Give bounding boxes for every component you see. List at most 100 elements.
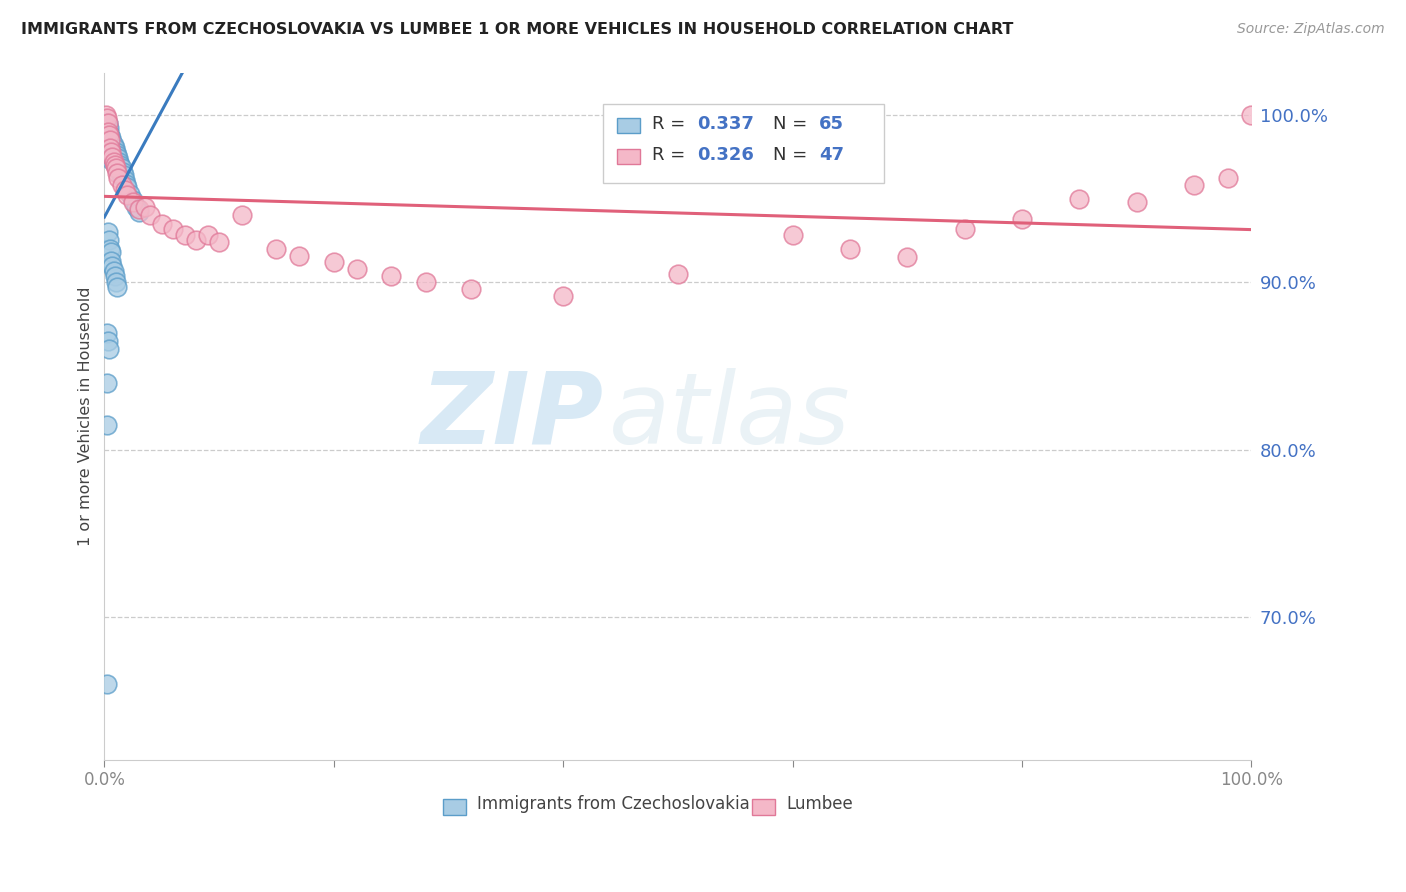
Point	[98, 133, 121, 147]
Point	[134, 200, 156, 214]
Point	[107, 152, 129, 166]
Point	[96, 417, 118, 432]
Point	[97, 133, 120, 147]
Point	[197, 228, 219, 243]
Point	[98, 343, 121, 357]
Point	[110, 166, 132, 180]
Point	[839, 242, 862, 256]
Point	[110, 158, 132, 172]
Point	[266, 242, 288, 256]
Point	[103, 145, 125, 159]
Point	[98, 121, 121, 136]
Point	[97, 116, 120, 130]
Point	[107, 171, 129, 186]
Point	[104, 145, 127, 159]
Point	[128, 205, 150, 219]
Point	[96, 112, 118, 126]
Point	[100, 153, 122, 167]
Point	[1240, 108, 1263, 122]
Point	[288, 248, 311, 262]
Bar	[617, 148, 640, 163]
Point	[104, 268, 127, 283]
Text: 0.337: 0.337	[697, 115, 754, 134]
Point	[100, 145, 122, 159]
Point	[96, 376, 118, 390]
Point	[111, 165, 134, 179]
Text: 65: 65	[818, 115, 844, 134]
Point	[108, 154, 131, 169]
Point	[105, 154, 128, 169]
Bar	[617, 118, 640, 133]
Point	[98, 234, 121, 248]
Bar	[752, 799, 775, 814]
Point	[96, 133, 118, 147]
Point	[94, 108, 117, 122]
Point	[115, 177, 138, 191]
Point	[105, 166, 128, 180]
Point	[98, 242, 121, 256]
Point	[98, 138, 121, 153]
Point	[100, 245, 122, 260]
Point	[117, 179, 139, 194]
Point	[380, 268, 402, 283]
Point	[666, 267, 689, 281]
Point	[94, 116, 117, 130]
Point	[98, 135, 121, 149]
Text: N =: N =	[773, 115, 813, 134]
Point	[114, 173, 136, 187]
Point	[150, 217, 173, 231]
Point	[107, 160, 129, 174]
Point	[104, 158, 127, 172]
Text: IMMIGRANTS FROM CZECHOSLOVAKIA VS LUMBEE 1 OR MORE VEHICLES IN HOUSEHOLD CORRELA: IMMIGRANTS FROM CZECHOSLOVAKIA VS LUMBEE…	[21, 22, 1014, 37]
Point	[415, 276, 437, 290]
Point	[162, 221, 184, 235]
Point	[96, 677, 118, 691]
Point	[122, 194, 145, 209]
Point	[896, 250, 918, 264]
Point	[103, 153, 125, 167]
Point	[208, 235, 231, 249]
Point	[97, 125, 120, 139]
Point	[98, 128, 121, 142]
Point	[953, 221, 976, 235]
Point	[114, 183, 136, 197]
Point	[1182, 178, 1205, 193]
Point	[101, 141, 124, 155]
Bar	[603, 103, 884, 183]
Point	[122, 194, 145, 208]
Bar	[443, 799, 465, 814]
Point	[110, 161, 132, 176]
Point	[98, 128, 121, 142]
Point	[1218, 171, 1240, 186]
Point	[98, 129, 121, 144]
Point	[97, 225, 120, 239]
Point	[100, 145, 122, 159]
Text: atlas: atlas	[609, 368, 851, 465]
Point	[322, 255, 344, 269]
Point	[101, 150, 124, 164]
Point	[112, 168, 135, 182]
Point	[139, 208, 162, 222]
Point	[460, 282, 482, 296]
Point	[104, 276, 127, 290]
Point	[103, 138, 125, 153]
Point	[105, 280, 128, 294]
Text: 0.326: 0.326	[697, 146, 754, 164]
Text: ZIP: ZIP	[420, 368, 603, 465]
Point	[1011, 211, 1033, 226]
Point	[1069, 192, 1091, 206]
Point	[782, 228, 804, 243]
Text: 47: 47	[818, 146, 844, 164]
Point	[100, 138, 122, 153]
Point	[103, 263, 125, 277]
Point	[98, 141, 121, 155]
Point	[101, 259, 124, 273]
Point	[104, 152, 127, 166]
Point	[96, 326, 118, 340]
Point	[125, 200, 148, 214]
Point	[117, 188, 139, 202]
Point	[101, 135, 124, 149]
Text: R =: R =	[651, 146, 690, 164]
Point	[97, 334, 120, 348]
Point	[98, 150, 121, 164]
